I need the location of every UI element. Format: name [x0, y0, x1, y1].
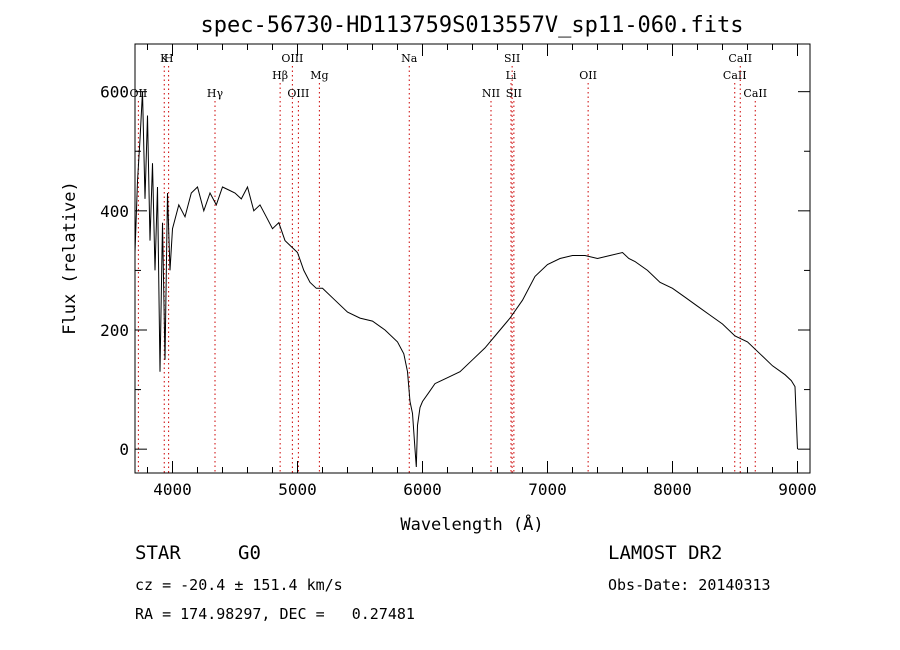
y-axis-label: Flux (relative) — [60, 181, 80, 335]
line-marker-label: NII — [482, 87, 500, 100]
y-tick-label: 400 — [100, 202, 129, 221]
line-marker-label: OIII — [287, 87, 309, 100]
y-tick-label: 600 — [100, 83, 129, 102]
line-marker-label: K — [160, 52, 169, 65]
x-tick-label: 9000 — [778, 480, 817, 499]
survey-label: LAMOST DR2 — [608, 542, 723, 564]
x-tick-label: 4000 — [153, 480, 192, 499]
y-tick-label: 0 — [119, 440, 129, 459]
y-axis: 0 200 400 600 — [100, 83, 810, 459]
line-marker-label: SII — [504, 52, 520, 65]
x-tick-label: 8000 — [653, 480, 692, 499]
y-tick-label: 200 — [100, 321, 129, 340]
x-tick-label: 6000 — [403, 480, 442, 499]
line-marker-label: OIII — [281, 52, 303, 65]
line-marker-label: CaII — [743, 87, 767, 100]
line-marker-label: Mg — [310, 69, 328, 82]
spectrum-line — [134, 91, 798, 468]
line-marker-label: Na — [401, 52, 418, 65]
line-marker-label: CaII — [723, 69, 747, 82]
subclass: G0 — [238, 542, 261, 564]
line-marker-label: OII — [579, 69, 597, 82]
chart-title: spec-56730-HD113759S013557V_sp11-060.fit… — [200, 13, 743, 38]
redshift-cz: cz = -20.4 ± 151.4 km/s — [135, 576, 343, 594]
x-tick-label: 5000 — [278, 480, 317, 499]
line-marker-label: Hβ — [272, 69, 288, 82]
x-axis: 4000 5000 6000 7000 8000 9000 — [147, 44, 817, 499]
line-marker-label: OII — [130, 87, 148, 100]
line-marker-label: Hγ — [207, 87, 224, 100]
coordinates: RA = 174.98297, DEC = 0.27481 — [135, 605, 415, 623]
object-type: STAR — [135, 542, 181, 564]
line-marker-label: H — [164, 52, 174, 65]
line-marker-label: CaII — [728, 52, 752, 65]
line-marker-label: SII — [506, 87, 522, 100]
obs-date: Obs-Date: 20140313 — [608, 576, 771, 594]
plot-frame — [134, 43, 811, 474]
line-marker-label: Li — [506, 69, 517, 82]
x-axis-label: Wavelength (Å) — [400, 513, 543, 535]
x-tick-label: 7000 — [528, 480, 567, 499]
